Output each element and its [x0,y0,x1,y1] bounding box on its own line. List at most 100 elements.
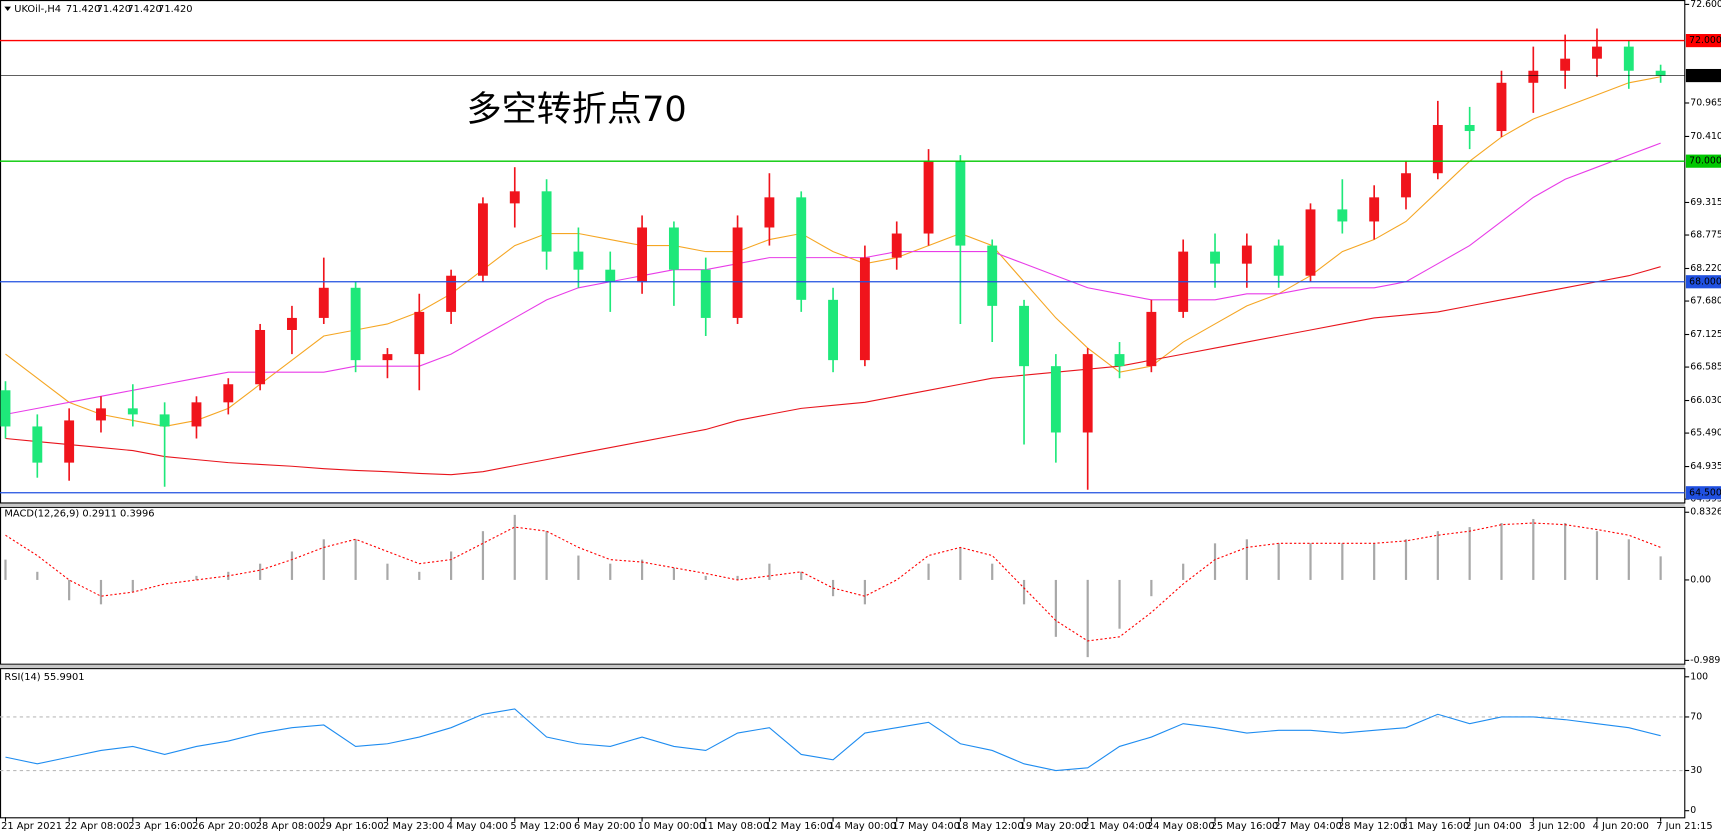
candle-body [1432,124,1443,174]
candle-body [477,203,488,276]
x-tick-label: 21 Apr 2021 [1,821,62,832]
y-tick-label: 70.965 [1690,97,1721,108]
y-tick-label: 64.935 [1690,461,1721,472]
level-line-label: 64.500 [1689,487,1721,498]
y-tick-label: 100 [1690,671,1708,682]
level-line-tag [1685,34,1721,48]
moving-average [5,142,1661,415]
candle-body [1305,209,1316,276]
candle-body [96,408,106,421]
y-tick-label: 69.315 [1690,197,1721,208]
x-tick-label: 14 May 00:00 [829,821,897,832]
candle-body [1655,70,1666,76]
candle-body [1528,70,1539,83]
candle-body [191,402,202,427]
y-tick-label: 65.490 [1690,428,1721,439]
candle-body [1050,366,1061,433]
candle-body [1273,245,1284,276]
y-tick-label: -0.9897 [1690,655,1721,666]
candle-body [796,197,807,300]
ohlc-value: 71.420 [66,4,101,15]
y-tick-label: 0.00 [1690,574,1711,585]
candle-body [891,233,902,258]
candle-body [382,354,393,361]
candle-body [987,245,998,306]
candle-body [668,227,679,270]
x-tick-label: 28 May 12:00 [1338,821,1406,832]
candle-body [1019,305,1029,367]
y-tick-label: 72.600 [1690,0,1721,10]
level-line-label: 68.000 [1689,276,1721,287]
y-tick-label: 30 [1690,765,1702,776]
x-tick-label: 26 Apr 20:00 [192,821,256,832]
x-tick-label: 28 Apr 08:00 [256,821,320,832]
x-tick-label: 27 May 04:00 [1274,821,1342,832]
candle-body [1369,197,1380,222]
candle-body [700,269,711,318]
y-tick-label: 70.410 [1690,131,1721,142]
candle-body [1114,354,1125,367]
moving-average [5,76,1661,428]
x-tick-label: 4 Jun 20:00 [1593,821,1649,832]
candle-body [859,257,870,361]
candle-body [350,287,361,361]
candle-body [0,390,11,427]
candle-body [509,191,520,204]
x-tick-label: 18 May 12:00 [956,821,1024,832]
x-tick-label: 3 Jun 12:00 [1529,821,1585,832]
indicator-title: RSI(14) 55.9901 [4,672,84,683]
panel-splitter [0,503,1685,507]
rsi-line [5,708,1661,772]
x-tick-label: 25 May 16:00 [1211,821,1279,832]
current-price-label: 71.420 [1689,70,1721,81]
y-tick-label: 67.125 [1690,329,1721,340]
level-line-tag [1685,154,1721,168]
y-tick-label: 66.030 [1690,395,1721,406]
x-tick-label: 4 May 04:00 [447,821,508,832]
candle-body [1210,251,1220,264]
candle-body [955,161,966,246]
x-tick-label: 5 May 12:00 [510,821,571,832]
x-tick-label: 7 Jun 21:15 [1656,821,1712,832]
candle-body [1464,124,1475,132]
candle-body [32,426,43,463]
candle-body [1337,209,1348,222]
ohlc-value: 71.420 [127,4,162,15]
candle-body [1082,354,1093,433]
x-tick-label: 23 Apr 16:00 [128,821,192,832]
x-tick-label: 2 Jun 04:00 [1465,821,1521,832]
x-tick-label: 17 May 04:00 [892,821,960,832]
moving-average [5,266,1661,476]
panel-splitter [0,664,1685,669]
candle-body [159,414,170,427]
symbol-dropdown-icon[interactable] [4,6,11,11]
y-tick-label: 0 [1690,805,1696,816]
rsi-panel-frame [0,668,1686,819]
candle-body [64,420,75,463]
x-tick-label: 22 Apr 08:00 [65,821,129,832]
candle-body [127,408,138,415]
candle-body [637,227,648,282]
candle-body [1401,173,1411,198]
candle-body [541,191,552,252]
y-tick-label: 67.680 [1690,296,1721,307]
y-tick-label: 68.775 [1690,230,1721,241]
candle-body [923,161,934,234]
y-tick-label: 70 [1690,711,1702,722]
candle-body [764,197,775,228]
x-tick-label: 2 May 23:00 [383,821,444,832]
candle-body [1241,245,1252,264]
ohlc-value: 71.420 [158,4,193,15]
x-tick-label: 19 May 20:00 [1020,821,1088,832]
indicator-title: MACD(12,26,9) 0.2911 0.3996 [4,508,154,519]
signal-line [5,522,1661,642]
y-tick-label: 68.220 [1690,263,1721,274]
candle-body [1560,58,1571,71]
annotation: 多空转折点70 [466,89,686,130]
candle-body [223,384,234,403]
candle-body [414,311,425,355]
candle-body [1146,311,1157,367]
ohlc-value: 71.420 [97,4,132,15]
